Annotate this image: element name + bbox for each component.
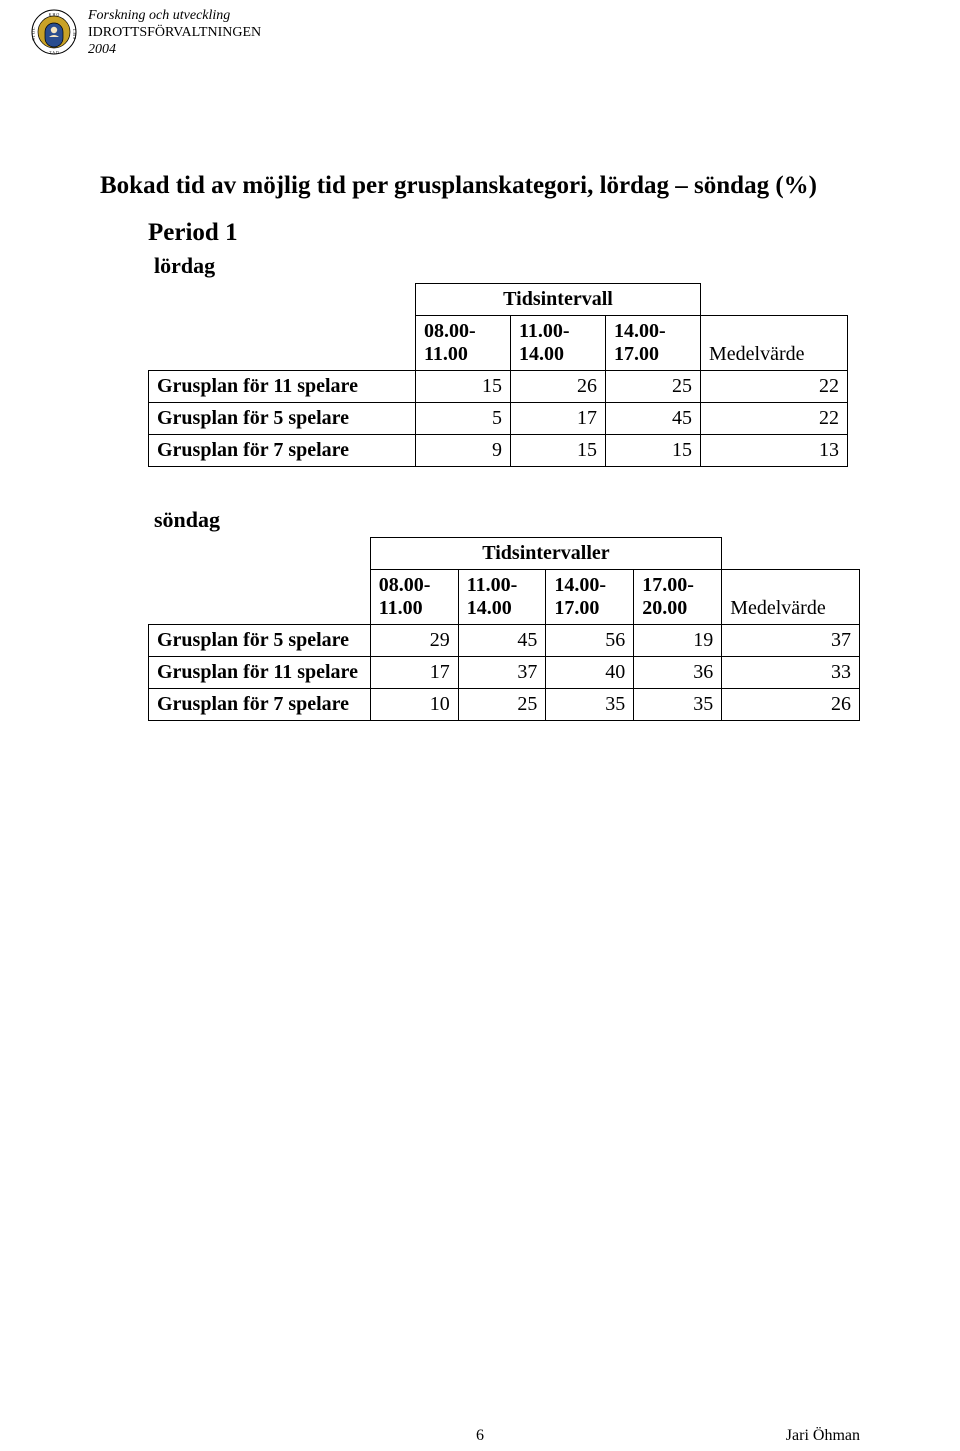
svg-text:K H O: K H O — [49, 12, 60, 17]
row-label: Grusplan för 11 spelare — [149, 657, 371, 689]
cell: 29 — [370, 625, 458, 657]
table-row: Tidsintervaller — [149, 538, 860, 570]
table-row: Grusplan för 5 spelare 5 17 45 22 — [149, 403, 848, 435]
col-header: 08.00-11.00 — [416, 316, 511, 371]
cell: 17 — [370, 657, 458, 689]
cell: 19 — [634, 625, 722, 657]
col-header: 14.00-17.00 — [546, 570, 634, 625]
cell: 22 — [701, 371, 848, 403]
empty-cell — [701, 284, 848, 316]
medel-header: Medelvärde — [722, 570, 860, 625]
header-line3: 2004 — [88, 42, 261, 59]
cell: 15 — [511, 435, 606, 467]
medel-header: Medelvärde — [701, 316, 848, 371]
svg-text:S T O C: S T O C — [31, 27, 36, 40]
row-label: Grusplan för 5 spelare — [149, 403, 416, 435]
table-row: Grusplan för 5 spelare 29 45 56 19 37 — [149, 625, 860, 657]
col-header-text: 17.00-20.00 — [642, 574, 694, 619]
cell: 15 — [606, 435, 701, 467]
page-number: 6 — [476, 1427, 484, 1445]
row-label: Grusplan för 7 spelare — [149, 689, 371, 721]
cell: 5 — [416, 403, 511, 435]
cell: 22 — [701, 403, 848, 435]
col-header-text: 14.00-17.00 — [614, 320, 666, 365]
stockholm-crest-icon: K H O T A D S T O C L M S — [30, 8, 78, 56]
cell: 35 — [634, 689, 722, 721]
table-row: Grusplan för 7 spelare 9 15 15 13 — [149, 435, 848, 467]
col-header-text: 08.00-11.00 — [379, 574, 431, 619]
cell: 37 — [458, 657, 546, 689]
lordag-table: Tidsintervall 08.00-11.00 11.00-14.00 14… — [148, 283, 848, 467]
col-header: 11.00-14.00 — [511, 316, 606, 371]
col-header-text: 11.00-14.00 — [467, 574, 518, 619]
interval-group-header: Tidsintervall — [416, 284, 701, 316]
row-label: Grusplan för 11 spelare — [149, 371, 416, 403]
cell: 40 — [546, 657, 634, 689]
row-label: Grusplan för 5 spelare — [149, 625, 371, 657]
cell: 26 — [511, 371, 606, 403]
cell: 25 — [606, 371, 701, 403]
svg-text:L M S: L M S — [72, 29, 77, 39]
empty-cell — [149, 284, 416, 371]
page-header: K H O T A D S T O C L M S Forskning och … — [30, 8, 261, 58]
header-line2: IDROTTSFÖRVALTNINGEN — [88, 25, 261, 42]
cell: 56 — [546, 625, 634, 657]
page-title: Bokad tid av möjlig tid per grusplanskat… — [100, 170, 860, 201]
cell: 13 — [701, 435, 848, 467]
table-row: Grusplan för 7 spelare 10 25 35 35 26 — [149, 689, 860, 721]
cell: 37 — [722, 625, 860, 657]
col-header: 14.00-17.00 — [606, 316, 701, 371]
period-block: Period 1 lördag Tidsintervall 08.00-11.0… — [100, 219, 860, 721]
cell: 45 — [606, 403, 701, 435]
cell: 15 — [416, 371, 511, 403]
cell: 9 — [416, 435, 511, 467]
page: K H O T A D S T O C L M S Forskning och … — [0, 0, 960, 1451]
lordag-label: lördag — [154, 253, 860, 279]
header-text: Forskning och utveckling IDROTTSFÖRVALTN… — [88, 8, 261, 58]
cell: 10 — [370, 689, 458, 721]
table-row: Tidsintervall — [149, 284, 848, 316]
row-label: Grusplan för 7 spelare — [149, 435, 416, 467]
cell: 17 — [511, 403, 606, 435]
period-label: Period 1 — [148, 219, 860, 247]
table-row: Grusplan för 11 spelare 15 26 25 22 — [149, 371, 848, 403]
cell: 26 — [722, 689, 860, 721]
cell: 33 — [722, 657, 860, 689]
footer-author: Jari Öhman — [786, 1427, 860, 1445]
cell: 25 — [458, 689, 546, 721]
empty-cell — [149, 538, 371, 625]
col-header: 17.00-20.00 — [634, 570, 722, 625]
sondag-table: Tidsintervaller 08.00-11.00 11.00-14.00 … — [148, 537, 860, 721]
cell: 35 — [546, 689, 634, 721]
cell: 36 — [634, 657, 722, 689]
col-header: 11.00-14.00 — [458, 570, 546, 625]
col-header: 08.00-11.00 — [370, 570, 458, 625]
cell: 45 — [458, 625, 546, 657]
interval-group-header: Tidsintervaller — [370, 538, 721, 570]
empty-cell — [722, 538, 860, 570]
sondag-label: söndag — [154, 507, 860, 533]
svg-text:T A D: T A D — [49, 50, 59, 55]
header-line1: Forskning och utveckling — [88, 8, 261, 25]
col-header-text: 14.00-17.00 — [554, 574, 606, 619]
table-row: Grusplan för 11 spelare 17 37 40 36 33 — [149, 657, 860, 689]
col-header-text: 11.00-14.00 — [519, 320, 570, 365]
col-header-text: 08.00-11.00 — [424, 320, 476, 365]
content: Bokad tid av möjlig tid per grusplanskat… — [100, 10, 860, 721]
